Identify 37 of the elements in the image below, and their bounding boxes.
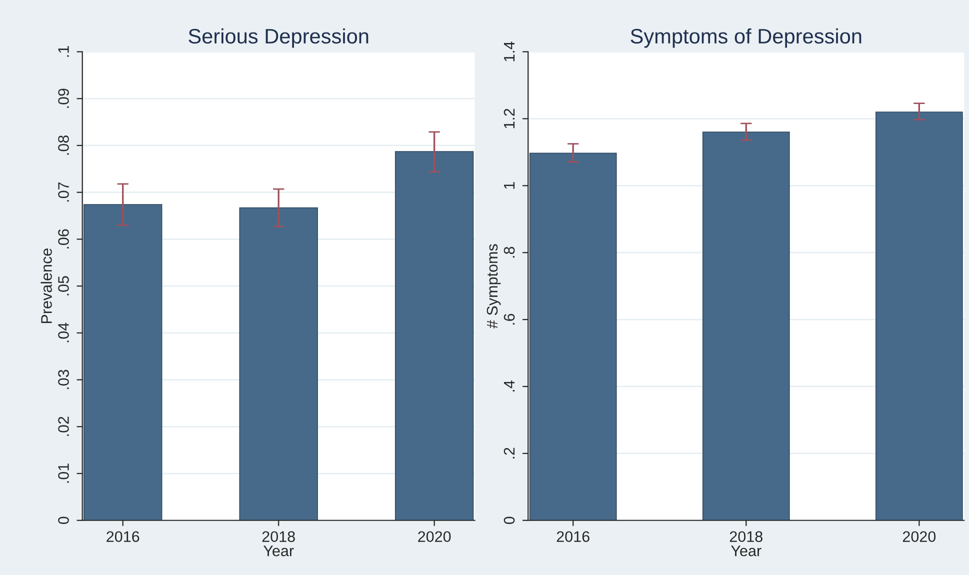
x-tick-label: 2016 bbox=[556, 531, 590, 542]
y-tick-label: 1 bbox=[504, 182, 515, 189]
bar bbox=[875, 112, 963, 520]
bar bbox=[529, 152, 617, 520]
y-tick-label: .08 bbox=[58, 136, 69, 155]
y-tick-label: 0 bbox=[504, 516, 515, 524]
x-tick-label: 2020 bbox=[418, 531, 451, 542]
x-axis-title: Year bbox=[731, 546, 762, 556]
y-tick-label: .07 bbox=[58, 182, 69, 202]
x-tick-label: 2020 bbox=[902, 531, 936, 542]
y-tick-label: .05 bbox=[58, 276, 69, 296]
y-tick-label: .02 bbox=[58, 416, 69, 436]
y-tick-label: 1.4 bbox=[504, 42, 515, 62]
y-tick-label: 1.2 bbox=[504, 108, 515, 128]
y-tick-label: .03 bbox=[58, 370, 69, 390]
y-tick-label: 0 bbox=[58, 516, 69, 524]
y-tick-label: .6 bbox=[504, 314, 515, 325]
y-axis-title: # Symptoms bbox=[486, 244, 501, 328]
y-tick-label: .1 bbox=[58, 46, 69, 57]
bar bbox=[702, 132, 790, 520]
x-tick-label: 2018 bbox=[730, 531, 762, 542]
x-axis-title: Year bbox=[263, 546, 294, 556]
bar bbox=[84, 204, 162, 520]
y-tick-label: .8 bbox=[504, 246, 515, 258]
y-axis-title: Prevalence bbox=[40, 248, 52, 324]
y-tick-label: .4 bbox=[504, 380, 515, 392]
y-tick-label: .2 bbox=[504, 448, 515, 458]
bar bbox=[239, 207, 318, 520]
bar bbox=[394, 151, 474, 520]
chart-title: Symptoms of Depression bbox=[630, 28, 862, 48]
x-tick-label: 2018 bbox=[262, 531, 295, 542]
x-tick-label: 2016 bbox=[106, 531, 140, 542]
y-tick-label: .01 bbox=[58, 464, 69, 483]
y-tick-label: .04 bbox=[58, 322, 69, 342]
chart-title: Serious Depression bbox=[188, 28, 368, 48]
y-tick-label: .06 bbox=[58, 229, 69, 248]
y-tick-label: .09 bbox=[58, 88, 69, 108]
